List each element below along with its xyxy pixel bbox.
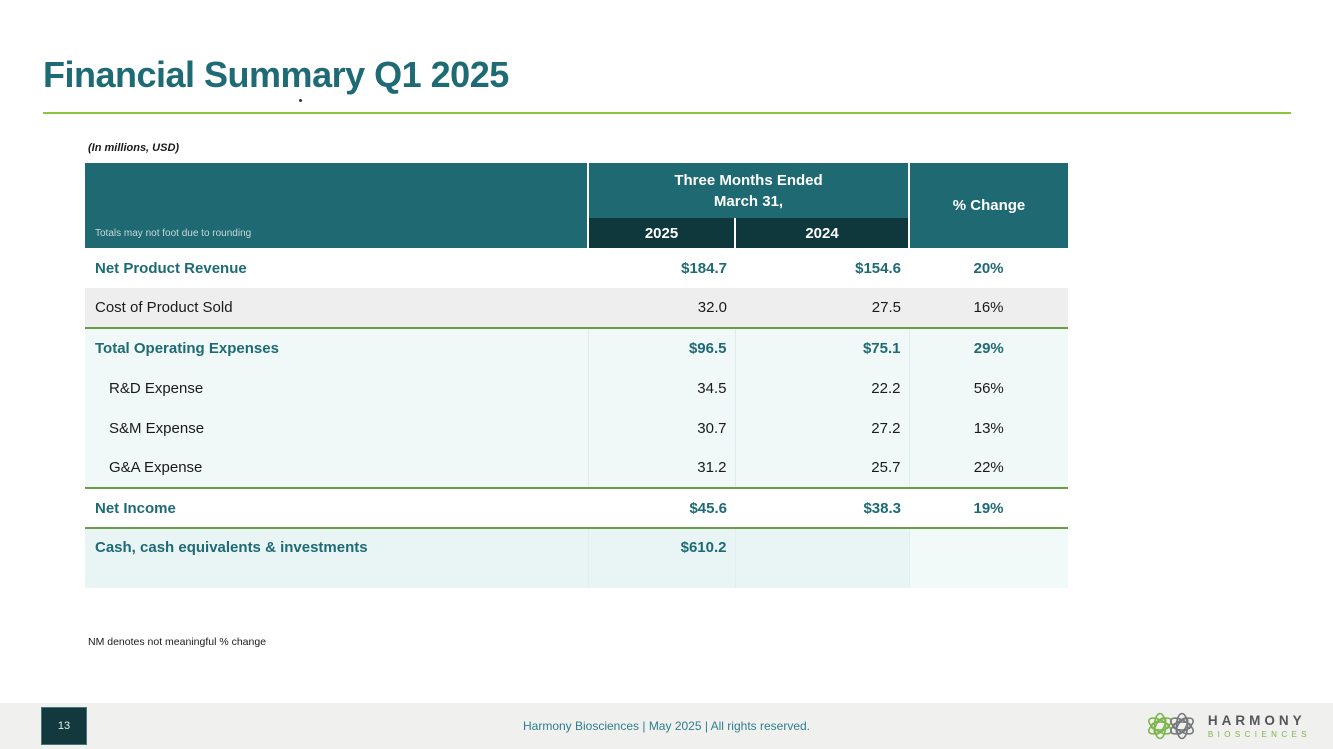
value-2025: 34.5: [588, 368, 736, 408]
table-row: R&D Expense 34.5 22.2 56%: [85, 368, 1068, 408]
value-2024: $38.3: [735, 487, 909, 528]
logo-subtitle: BIOSCIENCES: [1207, 729, 1311, 739]
column-header-2024: 2024: [735, 218, 909, 248]
page-number: 13: [57, 720, 71, 732]
nm-footnote: NM denotes not meaningful % change: [88, 636, 267, 648]
value-2025: $184.7: [681, 259, 727, 277]
value-pct-change: 29%: [909, 327, 1068, 368]
value-2025: $610.2: [588, 527, 736, 588]
value-pct-change: 16%: [909, 288, 1068, 328]
value-2024: [735, 527, 910, 588]
period-header: Three Months Ended March 31,: [588, 163, 909, 218]
column-header-2025: 2025: [588, 218, 736, 248]
table-body: Net Product Revenue $184.7 $154.6 20% Cost o…: [85, 248, 1068, 588]
table-row: Cost of Product Sold 32.0 27.5 16%: [85, 288, 1068, 328]
value-2025: $45.6: [588, 487, 735, 528]
table-row: Net Product Revenue $184.7 $154.6 20%: [85, 248, 1068, 288]
row-label: Cost of Product Sold: [85, 288, 588, 328]
value-pct-change: 13%: [909, 408, 1068, 448]
units-note: (In millions, USD): [88, 142, 180, 154]
value-2025: 30.7: [588, 408, 736, 448]
value-2025: 31.2: [588, 448, 736, 488]
table-row: Cash, cash equivalents & investments $610…: [85, 527, 1068, 588]
row-label: R&D Expense: [85, 368, 589, 408]
period-header-line1: Three Months Ended: [674, 171, 823, 189]
value-2025: 32.0: [588, 288, 735, 328]
logo-wordmark: HARMONY BIOSCIENCES: [1208, 713, 1311, 739]
value-2024: 25.7: [735, 448, 910, 488]
financial-summary-table: Totals may not foot due to rounding Thre…: [85, 163, 1068, 588]
value-2024: $75.1: [735, 327, 910, 368]
value-2024: 27.5: [735, 288, 909, 328]
table-row: Total Operating Expenses $96.5 $75.1 29%: [85, 327, 1068, 368]
row-label: G&A Expense: [85, 448, 589, 488]
value-pct-change: [909, 527, 1068, 588]
value-pct-change: 19%: [909, 487, 1068, 528]
stray-dot: [299, 99, 302, 102]
value-2025: $96.5: [588, 327, 736, 368]
value-2024: 22.2: [735, 368, 910, 408]
value-pct-change: 22%: [909, 448, 1068, 488]
table-row: G&A Expense 31.2 25.7 22%: [85, 448, 1068, 488]
row-label: Cash, cash equivalents & investments: [85, 527, 589, 588]
row-label: Net Income: [85, 487, 588, 528]
title-rule: [43, 112, 1291, 114]
page-number-box: 13: [41, 707, 87, 745]
logo-title: HARMONY: [1207, 713, 1306, 729]
period-header-line2: March 31,: [713, 192, 784, 210]
row-label: Net Product Revenue: [95, 259, 247, 277]
value-pct-change: 56%: [909, 368, 1068, 408]
harmony-knot-icon: [1147, 712, 1194, 740]
table-row: Net Income $45.6 $38.3 19%: [85, 487, 1068, 528]
page-title: Financial Summary Q1 2025: [43, 54, 509, 95]
value-2024: 27.2: [735, 408, 910, 448]
harmony-biosciences-logo: HARMONY BIOSCIENCES: [1145, 703, 1311, 749]
row-label: Total Operating Expenses: [85, 327, 589, 368]
row-label: S&M Expense: [85, 408, 589, 448]
value-2024: $154.6: [855, 259, 901, 277]
footer-bar: 13 Harmony Biosciences | May 2025 | All …: [0, 703, 1333, 749]
footer-text: Harmony Biosciences | May 2025 | All rig…: [522, 719, 811, 733]
column-header-pct-change: % Change: [908, 163, 1068, 248]
table-row: S&M Expense 30.7 27.2 13%: [85, 408, 1068, 448]
rounding-note: Totals may not foot due to rounding: [85, 163, 589, 248]
value-pct-change: 20%: [973, 259, 1004, 277]
